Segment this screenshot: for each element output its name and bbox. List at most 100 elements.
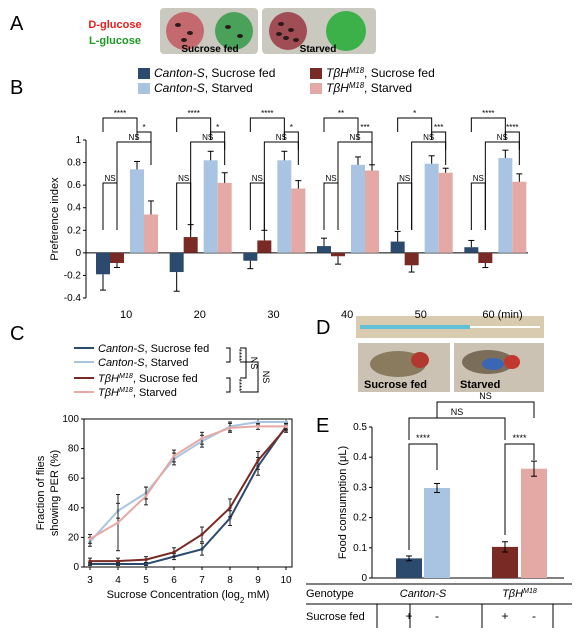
tick-label-b-1: 1	[75, 135, 81, 146]
sig-b-1-c	[176, 182, 192, 230]
bar-b-3-2	[351, 164, 365, 253]
legend-b-label-2: Canton-S, Starved	[154, 81, 253, 95]
point-c-0-4	[200, 547, 204, 551]
tick-label-c-x-7: 7	[199, 575, 205, 586]
sig-e-bracket-a	[408, 443, 438, 550]
point-c-2-3	[172, 550, 176, 554]
sig-b-5-c-label: NS	[473, 174, 484, 183]
xlabel-b-30: 30	[267, 309, 279, 321]
tick-label-c-x-9: 9	[255, 575, 261, 586]
point-c-2-0	[88, 559, 92, 563]
sig-b-3-c	[323, 182, 339, 230]
panel-letter-c: C	[10, 323, 24, 345]
bar-b-4-3	[438, 172, 453, 253]
xlabel-b-50: 50	[415, 309, 427, 321]
well-fed-red	[166, 12, 204, 50]
bar-e-1	[424, 488, 450, 578]
legend-b-label-3-rest: , Starved	[364, 81, 412, 95]
legend-b-swatch-0	[138, 68, 150, 79]
xlabel-c-main: Sucrose Concentration (log	[107, 589, 240, 601]
bar-b-3-1	[331, 252, 345, 257]
tick-label-c-y-20: 20	[68, 532, 80, 543]
legend-c-label-3-rest: , Starved	[133, 387, 177, 399]
tick-label-c-y-0: 0	[73, 562, 79, 573]
line-c-0	[90, 425, 287, 566]
sig-b-1-c-label: NS	[178, 174, 189, 183]
ylabel-e: Food consumption (μL)	[337, 446, 349, 559]
legend-b-label-1-sup: M18	[349, 66, 365, 75]
sucrose-fed-label: Sucrose fed	[306, 611, 365, 623]
plate-fed-label: Sucrose fed	[181, 44, 238, 55]
sig-b-1-a	[176, 117, 212, 140]
bar-b-1-2	[203, 160, 218, 253]
point-c-2-6	[256, 458, 260, 463]
tick-label-c-y-40: 40	[68, 503, 80, 514]
panel-letter-a: A	[10, 13, 24, 35]
fly-starved-label: Starved	[460, 379, 500, 391]
tick-label-c-x-8: 8	[227, 575, 233, 586]
bar-b-2-2	[277, 160, 292, 253]
xlabel-c-end: mM)	[244, 589, 269, 601]
sig-c-label-b: ****	[234, 379, 243, 391]
group-label-e-1: TβHM18	[502, 587, 537, 600]
tick-label-e-0: 0	[361, 573, 367, 584]
legend-b-label-2-main: Canton-S	[154, 81, 205, 95]
sig-b-3-b-label: ***	[360, 123, 369, 132]
fly-starved-eye	[504, 355, 520, 369]
tick-label-c-x-4: 4	[115, 575, 121, 586]
genotype-label: Genotype	[306, 588, 354, 600]
legend-b-label-3-main: TβH	[326, 81, 349, 95]
ylabel-b: Preference index	[49, 177, 61, 261]
dglucose-label: D-glucose	[88, 19, 141, 31]
fed-mark-e-2: +	[501, 609, 508, 623]
sig-c-label-d: NS	[261, 371, 271, 384]
tick-label-b--0.2: -0.2	[64, 270, 82, 281]
panel-d-photos: Sucrose fed Starved	[356, 316, 544, 392]
tick-label-c-x-5: 5	[143, 575, 149, 586]
well-starved-green	[326, 11, 366, 51]
sig-b-5-a	[470, 117, 506, 140]
legend-c-label-3-main: TβH	[98, 387, 119, 399]
sig-e-bracket-b	[504, 443, 535, 535]
sig-b-1-d-label: NS	[202, 133, 213, 142]
xlabel-b-40: 40	[341, 309, 353, 321]
bar-e-3	[521, 468, 547, 578]
bar-b-0-3	[144, 214, 158, 253]
sig-e-bracket-c	[408, 417, 506, 440]
sig-e-label-d: NS	[479, 391, 492, 401]
legend-c-label-1-main: Canton-S	[98, 357, 145, 369]
sig-e-label-c: NS	[451, 407, 464, 417]
tick-label-e-0.3: 0.3	[353, 482, 367, 493]
sig-b-0-a	[102, 117, 138, 140]
legend-b-label-3: TβHM18, Starved	[326, 81, 412, 96]
sig-b-4-d-label: NS	[423, 133, 434, 142]
legend-b-swatch-2	[138, 83, 150, 94]
legend-c-label-2: TβHM18, Sucrose fed	[98, 372, 198, 385]
sig-b-4-b-label: ***	[434, 123, 443, 132]
sig-b-1-a-label: ****	[187, 109, 199, 118]
bar-b-2-0	[243, 252, 258, 261]
ylabel-c-2: showing PER (%)	[49, 450, 61, 536]
bar-b-3-3	[365, 170, 379, 253]
tick-label-b-0: 0	[75, 248, 81, 259]
tick-label-b-0.8: 0.8	[67, 158, 81, 169]
point-c-3-3	[172, 454, 176, 458]
tick-label-c-y-60: 60	[68, 473, 80, 484]
group-label-e-0-main: Canton-S	[400, 588, 447, 600]
sig-b-0-c	[102, 182, 118, 230]
fly-starved-gut	[482, 358, 504, 370]
chart-e: 0.5 0.4 0.3 0.2 0.1 0 Food consumption (μL) ***…	[306, 391, 572, 628]
legend-c-label-1-rest: , Starved	[144, 357, 188, 369]
sig-b-0-c-label: NS	[104, 174, 115, 183]
point-c-2-4	[200, 532, 204, 537]
sig-c-label-a: ****	[234, 349, 243, 361]
sig-b-3-a-label: **	[338, 109, 344, 118]
group-label-e-1-sup: M18	[523, 587, 537, 595]
sig-b-3-b	[357, 131, 373, 150]
sig-b-5-b	[504, 131, 520, 150]
chart-b: Canton-S, Sucrose fed TβHM18, Sucrose fed…	[49, 66, 528, 321]
legend-b-label-1: TβHM18, Sucrose fed	[326, 66, 435, 81]
sig-b-4-c-label: NS	[399, 174, 410, 183]
bar-b-5-3	[512, 181, 527, 253]
sig-b-2-a	[249, 117, 285, 140]
